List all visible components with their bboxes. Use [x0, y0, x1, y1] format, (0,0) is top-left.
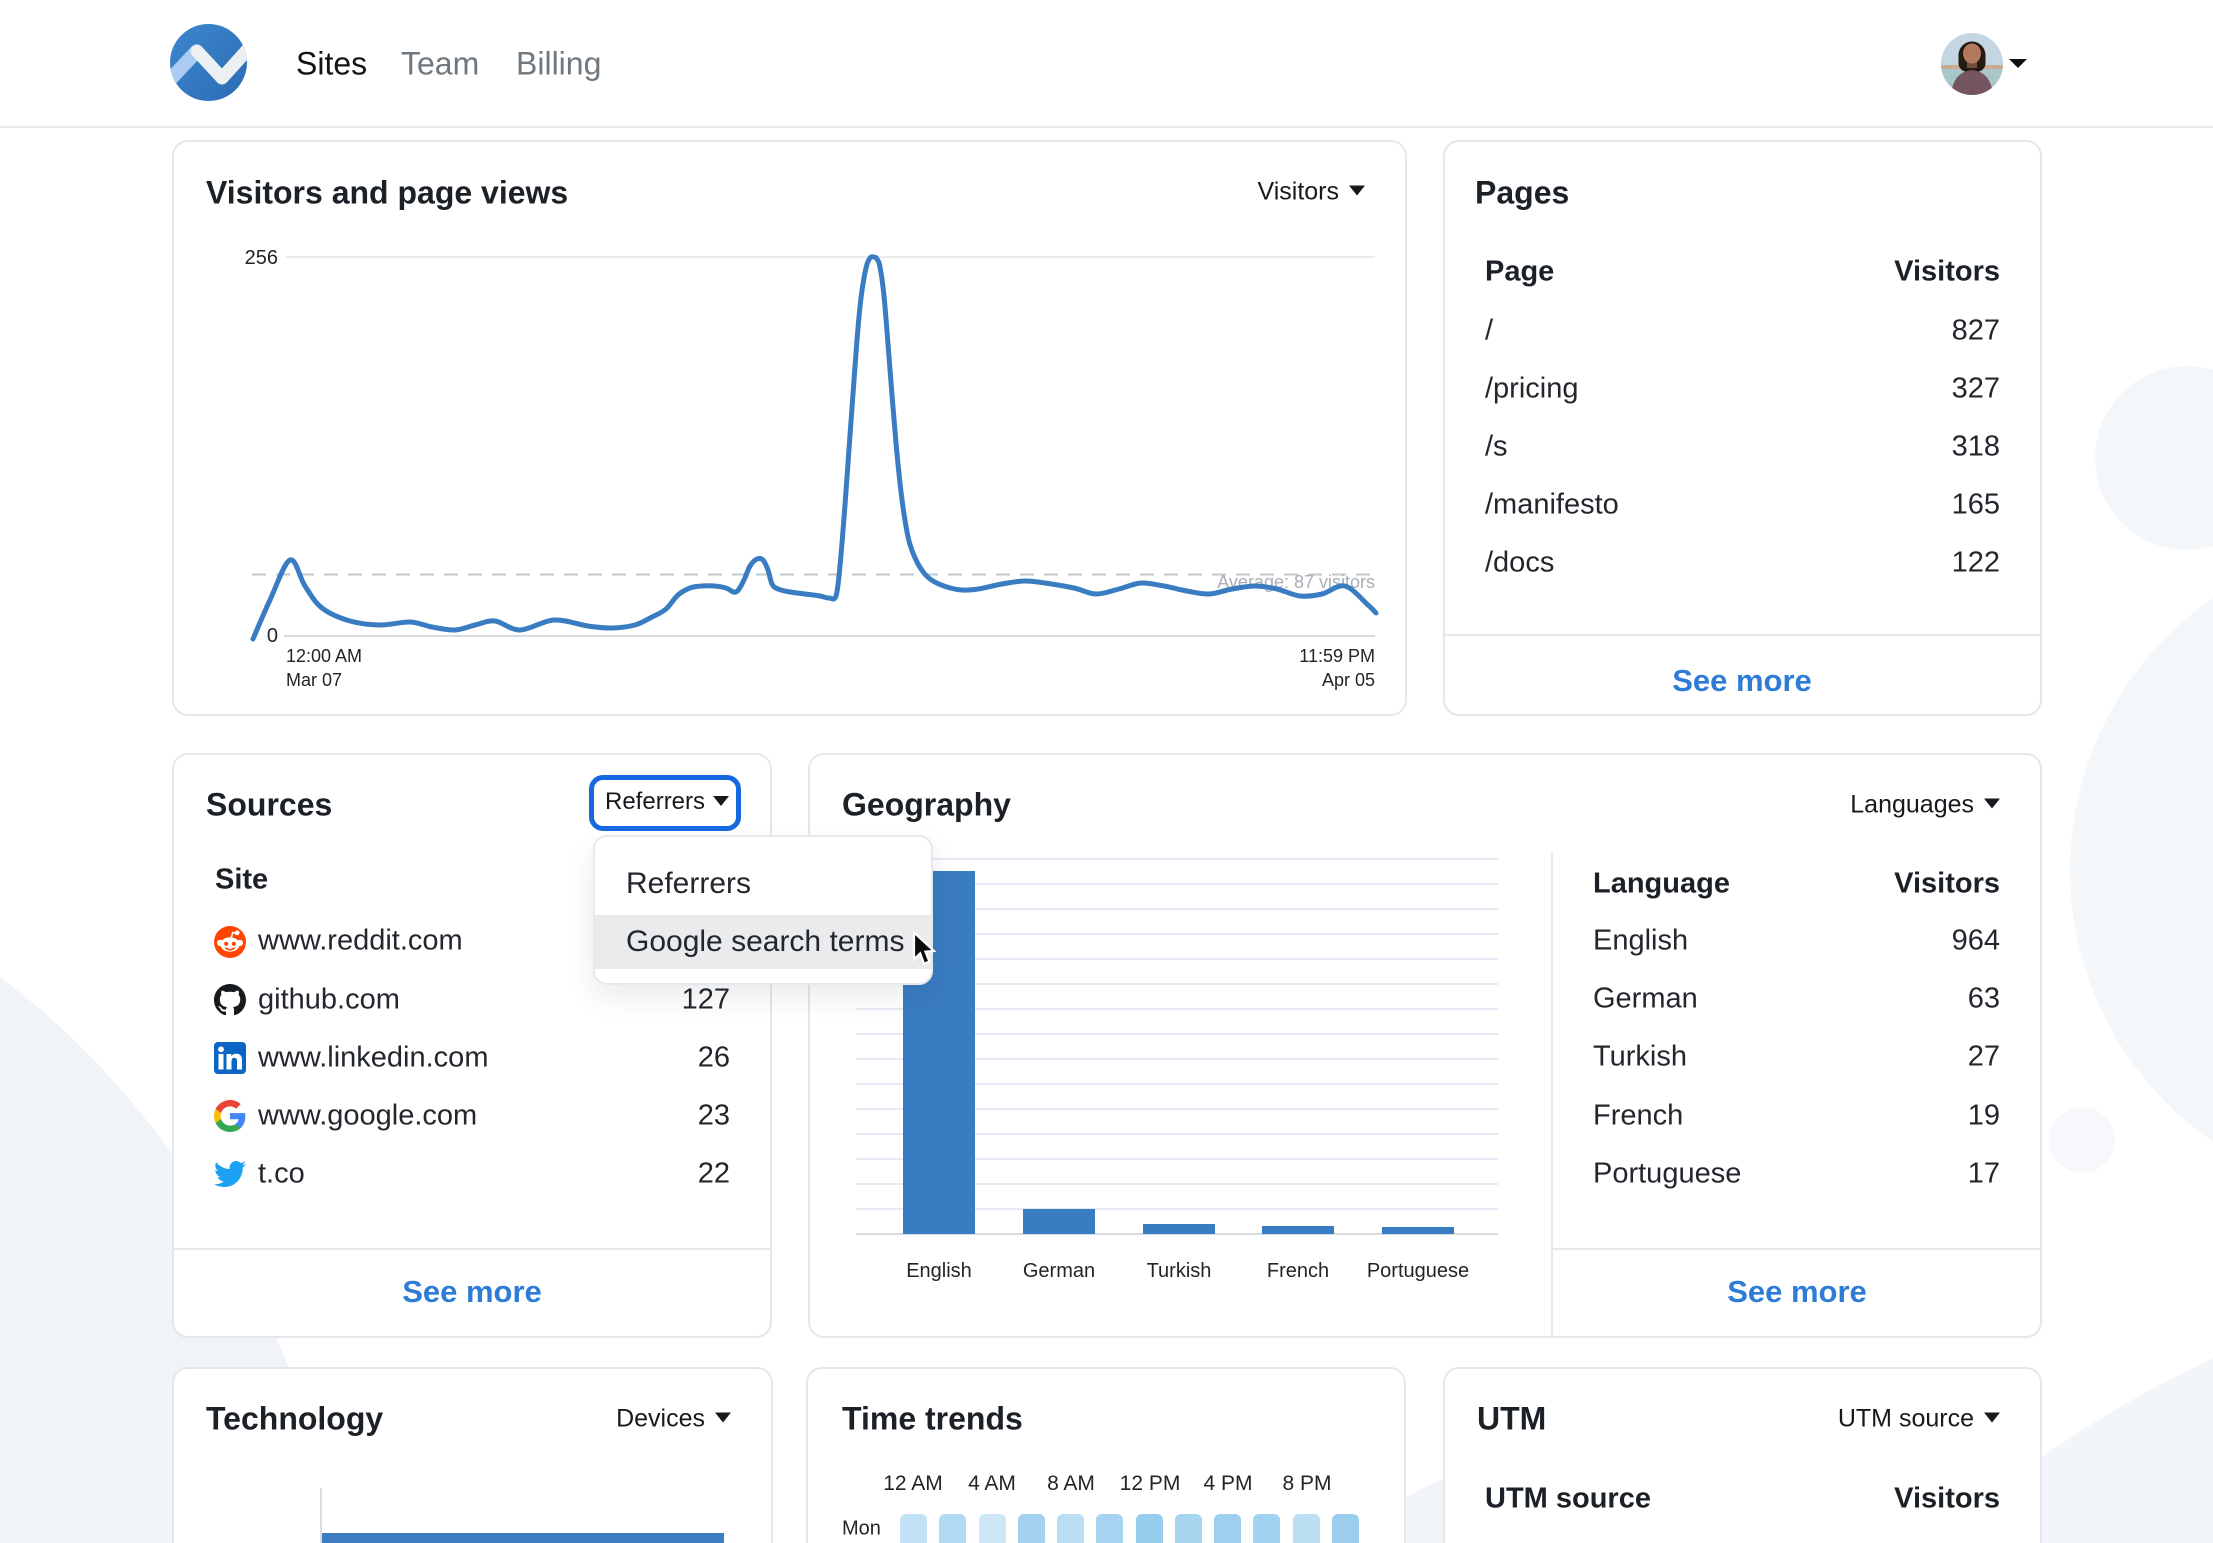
svg-text:Apr 05: Apr 05 [1322, 670, 1375, 690]
svg-text:English: English [906, 1260, 972, 1282]
svg-text:German: German [1023, 1260, 1095, 1282]
svg-text:French: French [1267, 1260, 1329, 1282]
svg-text:11:59 PM: 11:59 PM [1299, 646, 1375, 666]
svg-text:12:00 AM: 12:00 AM [286, 646, 362, 666]
svg-text:Portuguese: Portuguese [1367, 1260, 1469, 1282]
svg-text:256: 256 [245, 247, 278, 269]
svg-text:Mar 07: Mar 07 [286, 670, 342, 690]
svg-text:0: 0 [267, 625, 278, 647]
svg-text:Turkish: Turkish [1147, 1260, 1212, 1282]
